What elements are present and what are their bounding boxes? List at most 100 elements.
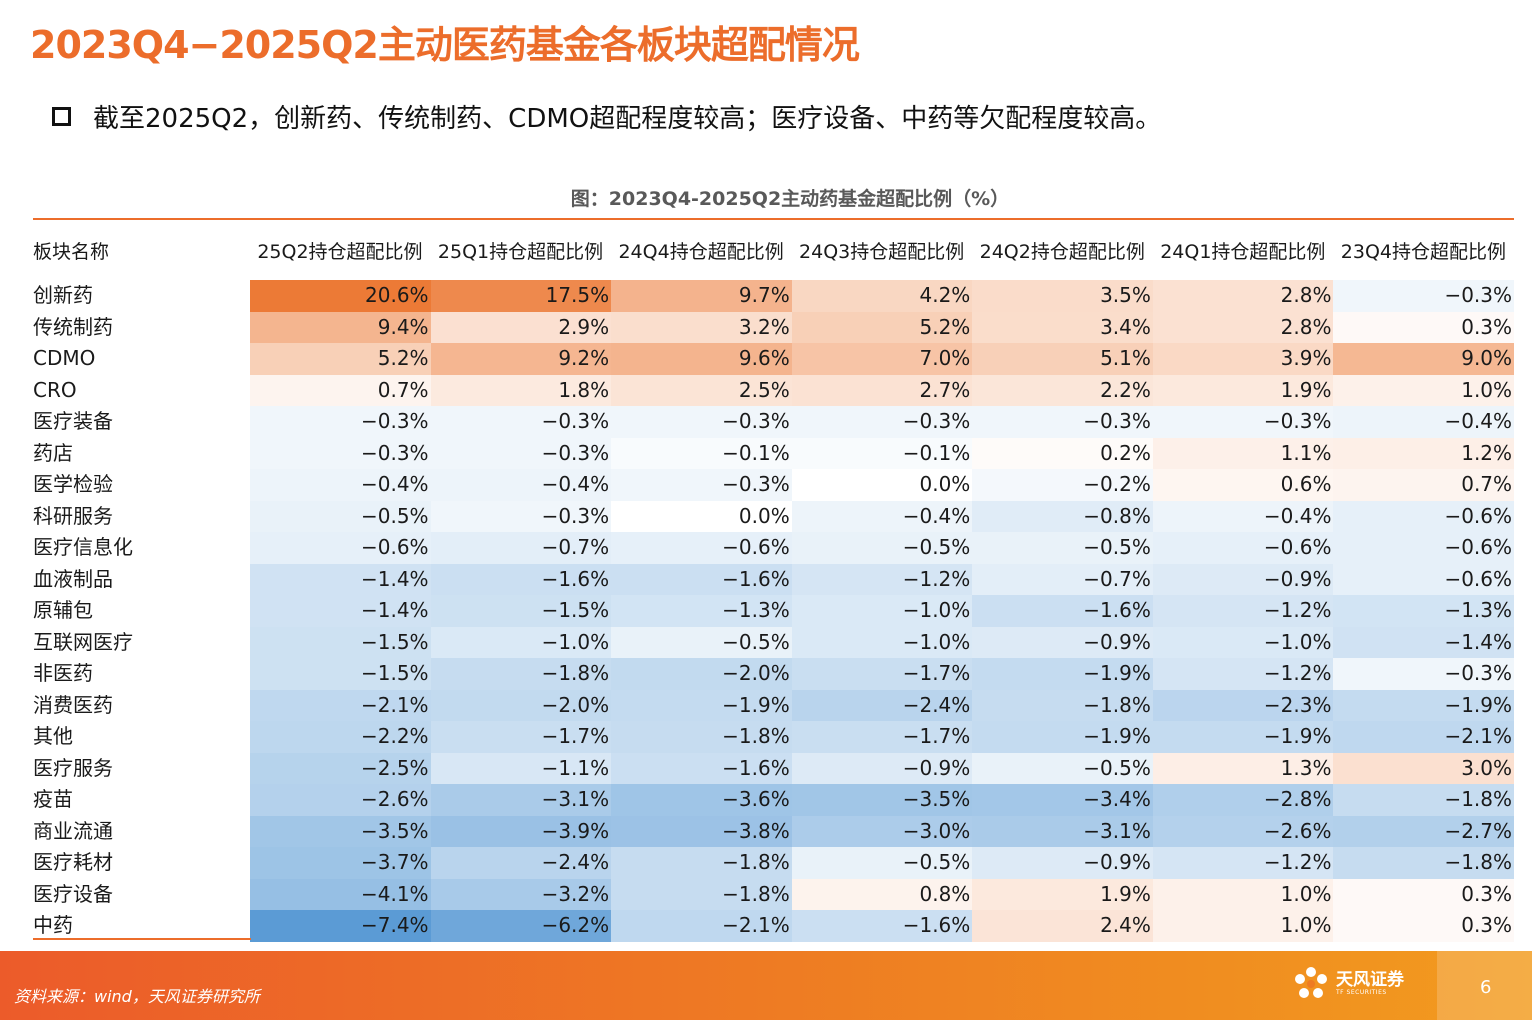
value-cell: 1.1% — [1152, 437, 1334, 469]
logo-name-en: TF SECURITIES — [1336, 989, 1387, 996]
value-cell: 2.7% — [791, 374, 973, 406]
value-cell: −0.3% — [249, 437, 431, 469]
value-cell: −0.4% — [249, 469, 431, 501]
value-cell: −0.3% — [611, 406, 792, 438]
value-cell: 1.2% — [1333, 437, 1515, 469]
bullet-text: 截至2025Q2，创新药、传统制药、CDMO超配程度较高；医疗设备、中药等欠配程… — [93, 104, 1162, 134]
value-cell: −0.3% — [249, 406, 431, 438]
value-cell: −0.6% — [1333, 563, 1515, 595]
value-cell: 0.7% — [249, 374, 431, 406]
value-cell: −1.6% — [611, 752, 792, 784]
header-col-1: 25Q1持仓超配比例 — [437, 240, 604, 263]
value-cell: −3.8% — [611, 815, 792, 847]
source-note: 资料来源：wind，天风证券研究所 — [14, 987, 260, 1006]
square-bullet-icon — [52, 107, 71, 126]
value-cell: −0.7% — [972, 563, 1153, 595]
logo-name-cn: 天风证券 — [1336, 970, 1404, 990]
value-cell: −2.3% — [1152, 689, 1334, 721]
value-cell: −3.0% — [791, 815, 973, 847]
sector-name: 非医药 — [33, 661, 93, 685]
value-cell: 9.0% — [1333, 343, 1515, 375]
value-cell: −1.3% — [1333, 595, 1515, 627]
sector-name: 商业流通 — [33, 818, 113, 843]
value-cell: −1.8% — [611, 847, 792, 879]
value-cell: −3.5% — [249, 815, 431, 847]
value-cell: −2.1% — [611, 910, 792, 942]
value-cell: −1.7% — [791, 721, 973, 753]
table-row: 传统制药 9.4% 2.9% 3.2% 5.2% 3.4% 2.8% 0.3% — [33, 311, 1515, 343]
flower-logo-icon — [1295, 967, 1327, 998]
table-caption: 图：2023Q4-2025Q2主动药基金超配比例（%） — [570, 188, 1010, 210]
value-cell: 9.2% — [430, 343, 612, 375]
value-cell: −0.9% — [972, 847, 1153, 879]
value-cell: −0.6% — [611, 532, 792, 564]
value-cell: −1.8% — [611, 878, 792, 910]
company-logo: 天风证券 TF SECURITIES — [1292, 965, 1404, 1003]
table-row: CRO 0.7% 1.8% 2.5% 2.7% 2.2% 1.9% 1.0% — [33, 374, 1515, 406]
sector-name: 医学检验 — [33, 472, 113, 496]
value-cell: 1.0% — [1152, 910, 1334, 942]
value-cell: −1.6% — [972, 595, 1153, 627]
header-col-2: 24Q4持仓超配比例 — [618, 240, 784, 263]
value-cell: −2.2% — [249, 721, 431, 753]
value-cell: 0.3% — [1333, 910, 1515, 942]
value-cell: −1.8% — [972, 689, 1153, 721]
value-cell: 0.8% — [791, 878, 973, 910]
value-cell: −0.2% — [972, 469, 1153, 501]
value-cell: 0.0% — [611, 500, 792, 532]
value-cell: 3.4% — [972, 311, 1153, 343]
value-cell: −0.1% — [791, 437, 973, 469]
value-cell: −1.6% — [791, 910, 973, 942]
table-row: 医疗设备 −4.1% −3.2% −1.8% 0.8% 1.9% 1.0% 0.3% — [33, 878, 1515, 910]
value-cell: −3.6% — [611, 784, 792, 816]
value-cell: −3.9% — [430, 815, 612, 847]
value-cell: 0.3% — [1333, 311, 1515, 343]
value-cell: 9.4% — [249, 311, 431, 343]
value-cell: −1.6% — [611, 563, 792, 595]
value-cell: −1.7% — [791, 658, 973, 690]
value-cell: −1.2% — [791, 563, 973, 595]
value-cell: −2.0% — [611, 658, 792, 690]
value-cell: −1.0% — [791, 595, 973, 627]
value-cell: −4.1% — [249, 878, 431, 910]
sector-name: 科研服务 — [33, 503, 113, 528]
table-row: 消费医药 −2.1% −2.0% −1.9% −2.4% −1.8% −2.3% −1.9% — [33, 689, 1515, 721]
value-cell: 2.4% — [972, 910, 1153, 942]
value-cell: −0.9% — [972, 626, 1153, 658]
value-cell: 9.6% — [611, 343, 792, 375]
value-cell: 1.8% — [430, 374, 612, 406]
value-cell: −0.4% — [430, 469, 612, 501]
page-title: 2023Q4−2025Q2主动医药基金各板块超配情况 — [30, 23, 860, 67]
header-col-0: 25Q2持仓超配比例 — [257, 240, 423, 263]
value-cell: 0.7% — [1333, 469, 1515, 501]
value-cell: −1.8% — [1333, 847, 1515, 879]
value-cell: −2.1% — [249, 689, 431, 721]
value-cell: −2.5% — [249, 752, 431, 784]
table-row: 医疗装备 −0.3% −0.3% −0.3% −0.3% −0.3% −0.3% −0.4% — [33, 406, 1515, 438]
value-cell: −2.7% — [1333, 815, 1515, 847]
value-cell: 3.9% — [1152, 343, 1334, 375]
value-cell: −0.8% — [972, 500, 1153, 532]
value-cell: −2.6% — [249, 784, 431, 816]
header-col-3: 24Q3持仓超配比例 — [799, 240, 965, 263]
value-cell: −0.7% — [430, 532, 612, 564]
value-cell: −2.4% — [791, 689, 973, 721]
sector-name: 疫苗 — [33, 787, 73, 811]
value-cell: 3.5% — [972, 280, 1153, 312]
value-cell: −0.6% — [249, 532, 431, 564]
value-cell: 5.1% — [972, 343, 1153, 375]
sector-name: 互联网医疗 — [33, 629, 133, 654]
value-cell: 5.2% — [791, 311, 973, 343]
page-number: 6 — [1480, 977, 1492, 998]
table-row: 药店 −0.3% −0.3% −0.1% −0.1% 0.2% 1.1% 1.2% — [33, 437, 1515, 469]
value-cell: −0.3% — [1333, 280, 1515, 312]
table-row: CDMO 5.2% 9.2% 9.6% 7.0% 5.1% 3.9% 9.0% — [33, 343, 1515, 375]
sector-name: 其他 — [33, 724, 73, 748]
value-cell: −0.9% — [1152, 563, 1334, 595]
value-cell: −1.8% — [611, 721, 792, 753]
table-row: 商业流通 −3.5% −3.9% −3.8% −3.0% −3.1% −2.6% −2.7% — [33, 815, 1515, 847]
value-cell: −2.1% — [1333, 721, 1515, 753]
value-cell: −1.2% — [1152, 658, 1334, 690]
value-cell: −1.2% — [1152, 847, 1334, 879]
value-cell: −1.0% — [791, 626, 973, 658]
